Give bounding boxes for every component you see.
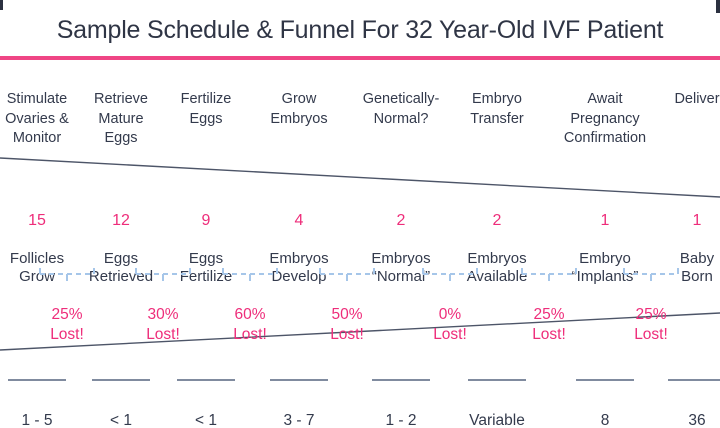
loss-percent: 60% Lost! bbox=[233, 306, 267, 343]
loss-percent: 25% Lost! bbox=[532, 306, 566, 343]
stage-count: 9 bbox=[201, 212, 211, 229]
funnel-step-embryo-implants: 1 Embryo “Implants” bbox=[550, 193, 660, 304]
stage-result-label: Embryos Available bbox=[466, 250, 528, 285]
loss-annotation-1: 25% Lost! bbox=[27, 248, 107, 363]
duration-rule bbox=[468, 379, 526, 381]
duration-rule bbox=[177, 379, 235, 381]
duration-rule bbox=[668, 379, 720, 381]
loss-annotation-4: 50% Lost! bbox=[307, 248, 387, 363]
duration-text: 36 Weeks bbox=[688, 412, 706, 428]
loss-percent: 30% Lost! bbox=[146, 306, 180, 343]
stage-count: 15 bbox=[28, 212, 46, 229]
loss-annotation-5: 0% Lost! bbox=[410, 248, 490, 363]
stage-label-stimulate: Stimulate Ovaries & Monitor bbox=[5, 91, 69, 146]
funnel-step-baby-born: 1 Baby Born bbox=[642, 193, 720, 304]
duration-genetic-test: 1 - 2 Days bbox=[346, 361, 456, 428]
duration-rule bbox=[8, 379, 66, 381]
stage-label-genetically-normal: Genetically- Normal? bbox=[362, 91, 440, 127]
duration-text: 1 - 2 Days bbox=[385, 412, 417, 428]
duration-deliver: 36 Weeks bbox=[642, 361, 720, 428]
stage-count: 1 bbox=[600, 212, 610, 229]
stage-label-fertilize: Fertilize Eggs bbox=[180, 91, 232, 127]
duration-rule bbox=[270, 379, 328, 381]
loss-percent: 0% Lost! bbox=[433, 306, 467, 343]
stage-count: 2 bbox=[492, 212, 502, 229]
stage-result-label: Baby Born bbox=[679, 250, 715, 285]
funnel-step-embryos-available: 2 Embryos Available bbox=[442, 193, 552, 304]
loss-annotation-6: 25% Lost! bbox=[509, 248, 589, 363]
stage-result-label: Follicles Grow bbox=[9, 250, 65, 285]
stage-label-grow: Grow Embryos bbox=[270, 91, 328, 127]
funnel-step-embryos-normal: 2 Embryos “Normal” bbox=[346, 193, 456, 304]
duration-rule bbox=[92, 379, 150, 381]
top-left-crop-mark bbox=[0, 0, 3, 10]
dashed-brace-icon bbox=[521, 268, 577, 281]
duration-text: < 1 Hour bbox=[195, 412, 217, 428]
loss-annotation-3: 60% Lost! bbox=[210, 248, 290, 363]
stage-label-transfer: Embryo Transfer bbox=[470, 91, 524, 127]
dashed-brace-icon bbox=[135, 268, 191, 281]
duration-text: 3 - 7 Days bbox=[283, 412, 315, 428]
funnel-step-embryos-develop: 4 Embryos Develop bbox=[244, 193, 354, 304]
funnel-step-eggs-retrieved: 12 Eggs Retrieved bbox=[66, 193, 176, 304]
stage-label-await-confirmation: Await Pregnancy Confirmation bbox=[563, 91, 647, 146]
dashed-brace-icon bbox=[623, 268, 679, 281]
duration-grow: 3 - 7 Days bbox=[244, 361, 354, 428]
duration-confirmation: 8 Days bbox=[550, 361, 660, 428]
duration-retrieve: < 1 Hour bbox=[66, 361, 176, 428]
stage-result-label: Eggs Fertilize bbox=[179, 250, 233, 285]
stage-result-label: Embryos Develop bbox=[269, 250, 329, 285]
dashed-brace-icon bbox=[39, 268, 95, 281]
loss-annotation-7: 25% Lost! bbox=[611, 248, 691, 363]
duration-text: Variable bbox=[469, 412, 525, 428]
stage-count: 12 bbox=[112, 212, 130, 229]
duration-text: 1 - 5 Weeks bbox=[21, 412, 53, 428]
duration-rule bbox=[576, 379, 634, 381]
dashed-brace-icon bbox=[319, 268, 375, 281]
page-title: Sample Schedule & Funnel For 32 Year-Old… bbox=[56, 16, 664, 44]
stage-label-deliver: Deliver bbox=[674, 91, 720, 107]
loss-annotation-2: 30% Lost! bbox=[123, 248, 203, 363]
stage-result-label: Embryos “Normal” bbox=[371, 250, 431, 285]
stage-count: 2 bbox=[396, 212, 406, 229]
stage-result-label: Embryo “Implants” bbox=[571, 250, 639, 285]
title-underline bbox=[0, 56, 720, 60]
duration-text: 8 Days bbox=[600, 412, 610, 428]
stage-count: 4 bbox=[294, 212, 304, 229]
duration-fertilize: < 1 Hour bbox=[151, 361, 261, 428]
funnel-step-follicles: 15 Follicles Grow bbox=[0, 193, 92, 304]
dashed-brace-icon bbox=[422, 268, 478, 281]
stage-result-label: Eggs Retrieved bbox=[88, 250, 154, 285]
duration-rule bbox=[372, 379, 430, 381]
loss-percent: 50% Lost! bbox=[330, 306, 364, 343]
loss-percent: 25% Lost! bbox=[634, 306, 668, 343]
duration-text: < 1 Hour bbox=[110, 412, 132, 428]
loss-percent: 25% Lost! bbox=[50, 306, 84, 343]
stage-label-retrieve: Retrieve Mature Eggs bbox=[94, 91, 148, 146]
funnel-top-line bbox=[0, 157, 720, 198]
stage-count: 1 bbox=[692, 212, 702, 229]
funnel-step-eggs-fertilize: 9 Eggs Fertilize bbox=[151, 193, 261, 304]
duration-stimulate: 1 - 5 Weeks bbox=[0, 361, 92, 428]
dashed-brace-icon bbox=[222, 268, 278, 281]
top-right-crop-mark bbox=[716, 0, 720, 13]
duration-transfer: Variable bbox=[442, 361, 552, 428]
